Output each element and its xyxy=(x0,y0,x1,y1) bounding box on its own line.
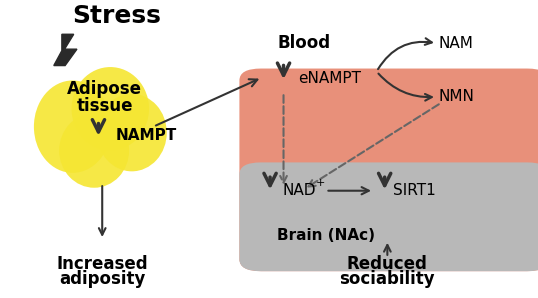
Polygon shape xyxy=(54,34,77,66)
Ellipse shape xyxy=(72,67,149,150)
Text: NAM: NAM xyxy=(438,36,473,51)
Ellipse shape xyxy=(34,80,111,173)
Text: SIRT1: SIRT1 xyxy=(393,183,435,198)
Text: NAD: NAD xyxy=(282,183,316,198)
Text: Blood: Blood xyxy=(277,34,330,52)
Ellipse shape xyxy=(59,113,129,188)
FancyBboxPatch shape xyxy=(239,162,538,271)
Text: adiposity: adiposity xyxy=(59,270,145,288)
Text: NAMPT: NAMPT xyxy=(116,128,177,143)
Text: eNAMPT: eNAMPT xyxy=(299,72,362,86)
FancyBboxPatch shape xyxy=(239,69,538,271)
Ellipse shape xyxy=(97,94,167,171)
Text: Brain (NAc): Brain (NAc) xyxy=(277,228,375,243)
Text: Adipose: Adipose xyxy=(67,80,143,98)
Text: Stress: Stress xyxy=(73,4,161,28)
Text: Reduced: Reduced xyxy=(347,255,428,273)
Text: NMN: NMN xyxy=(438,89,475,104)
Text: +: + xyxy=(316,178,325,188)
Text: tissue: tissue xyxy=(76,97,133,115)
Text: sociability: sociability xyxy=(339,270,435,288)
Text: Increased: Increased xyxy=(56,255,148,273)
